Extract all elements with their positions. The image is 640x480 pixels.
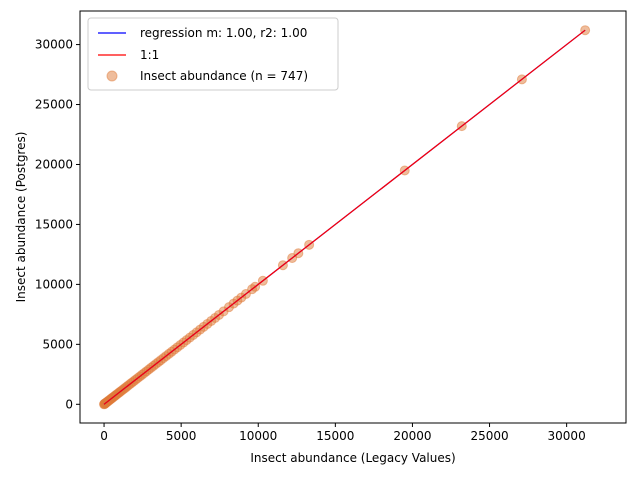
x-tick-label: 10000 xyxy=(239,429,277,443)
x-axis-label: Insect abundance (Legacy Values) xyxy=(250,451,455,465)
one-to-one-line xyxy=(103,29,586,405)
legend-entry-regression: regression m: 1.00, r2: 1.00 xyxy=(140,26,307,40)
legend-entry-one-to-one: 1:1 xyxy=(140,48,159,62)
plot-frame xyxy=(79,10,627,424)
y-tick-label: 20000 xyxy=(35,157,73,171)
y-axis-ticks: 0 5000 10000 15000 20000 25000 30000 xyxy=(35,38,80,411)
y-tick-label: 15000 xyxy=(35,217,73,231)
y-tick-label: 25000 xyxy=(35,98,73,112)
y-tick-label: 10000 xyxy=(35,277,73,291)
y-tick-label: 0 xyxy=(65,397,73,411)
legend-entry-scatter: Insect abundance (n = 747) xyxy=(140,69,308,83)
y-tick-label: 5000 xyxy=(42,337,73,351)
legend-swatch-scatter xyxy=(106,70,118,82)
plot-marks xyxy=(99,25,591,410)
x-tick-label: 30000 xyxy=(548,429,586,443)
x-axis-ticks: 0 5000 10000 15000 20000 25000 30000 xyxy=(100,423,586,443)
legend: regression m: 1.00, r2: 1.00 1:1 Insect … xyxy=(87,17,339,91)
y-tick-label: 30000 xyxy=(35,38,73,52)
x-tick-label: 0 xyxy=(100,429,108,443)
x-tick-label: 25000 xyxy=(470,429,508,443)
x-tick-label: 5000 xyxy=(166,429,197,443)
y-axis-label: Insect abundance (Postgres) xyxy=(14,132,28,303)
legend-box xyxy=(87,17,339,91)
x-tick-label: 15000 xyxy=(316,429,354,443)
x-tick-label: 20000 xyxy=(393,429,431,443)
